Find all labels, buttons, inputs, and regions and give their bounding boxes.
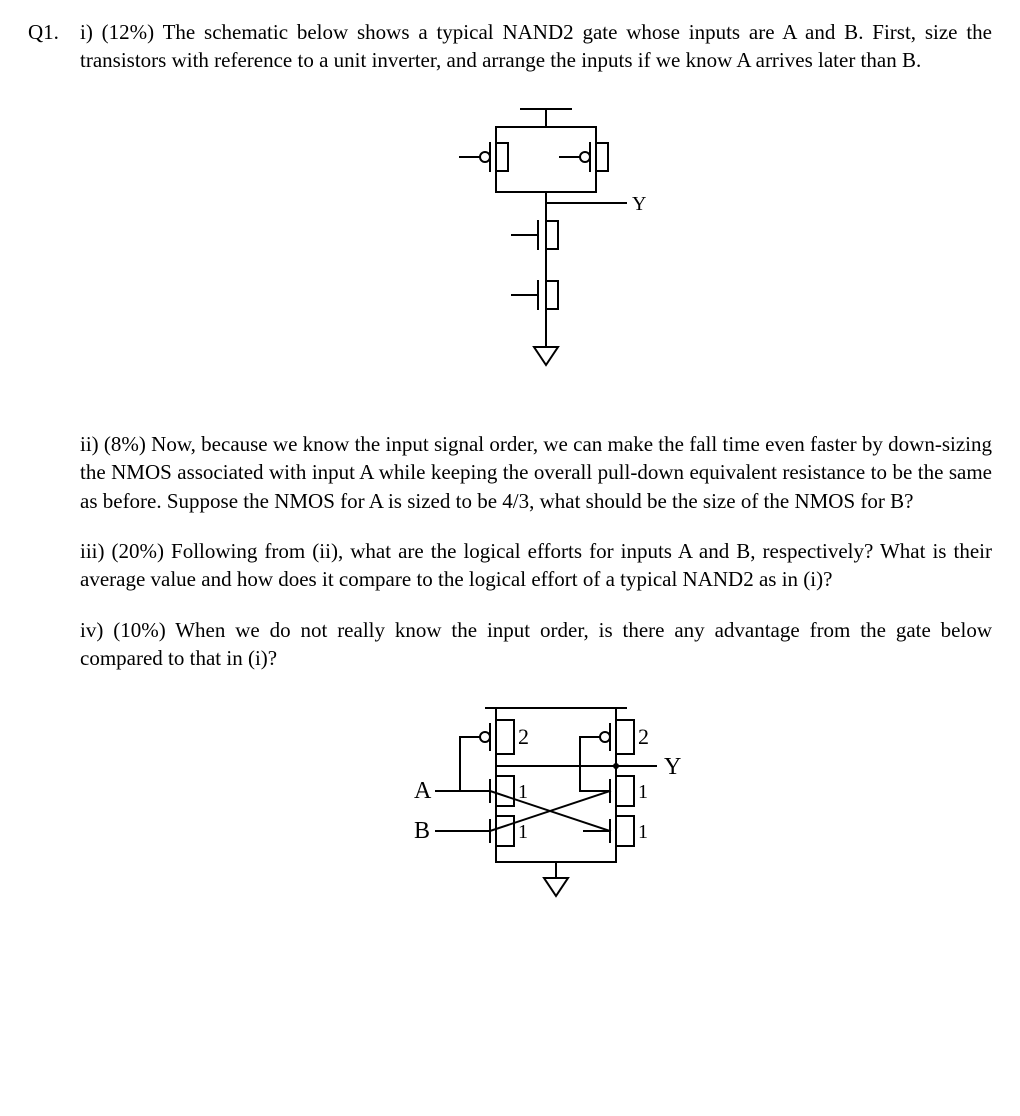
part-ii-text: ii) (8%) Now, because we know the input … — [80, 430, 992, 515]
nand2-schematic-svg: Y — [416, 97, 656, 397]
parallel-nand2-schematic-svg: 2 2 Y — [356, 694, 716, 914]
question-body: i) (12%) The schematic below shows a typ… — [80, 18, 992, 948]
input-label-b: B — [414, 818, 430, 844]
nmos-rb-size: 1 — [638, 821, 648, 843]
pmos-left-2-icon — [460, 720, 514, 754]
pmos-left-size: 2 — [518, 724, 529, 749]
output-label-y-2: Y — [664, 754, 681, 780]
nmos-rt-size: 1 — [638, 781, 648, 803]
pmos-right-2-icon — [580, 720, 634, 754]
pmos-right-icon — [560, 139, 608, 175]
nmos-top-icon — [512, 215, 558, 255]
question-block: Q1. i) (12%) The schematic below shows a… — [28, 18, 992, 948]
nmos-lb-size: 1 — [518, 821, 528, 843]
nmos-lt-size: 1 — [518, 781, 528, 803]
pmos-left-icon — [460, 139, 508, 175]
figure-1: Y — [80, 97, 992, 404]
part-iv-text: iv) (10%) When we do not really know the… — [80, 616, 992, 673]
part-i-text: i) (12%) The schematic below shows a typ… — [80, 18, 992, 75]
output-label-y: Y — [632, 193, 646, 215]
figure-2: 2 2 Y — [80, 694, 992, 921]
input-label-a: A — [414, 778, 432, 804]
part-iii-text: iii) (20%) Following from (ii), what are… — [80, 537, 992, 594]
nmos-bottom-icon — [512, 275, 558, 315]
question-number: Q1. — [28, 18, 80, 46]
pmos-right-size: 2 — [638, 724, 649, 749]
